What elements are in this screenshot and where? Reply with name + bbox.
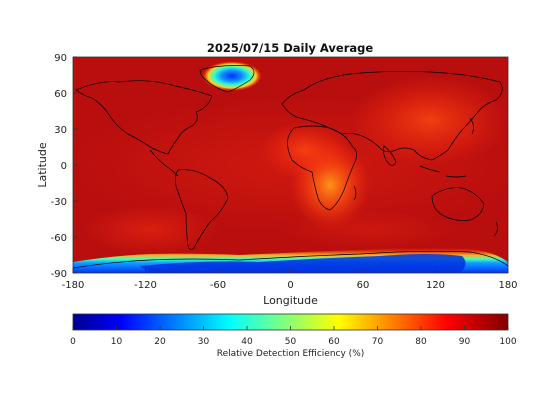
efficiency-field: [73, 57, 508, 273]
x-tick-label: -120: [134, 280, 157, 291]
y-tick-label: 0: [61, 161, 67, 172]
colorbar-tick-label: 40: [241, 337, 253, 347]
colorbar-tick-label: 0: [70, 337, 76, 347]
colorbar: 0 10 20 30 40 50 60 70 80 90 100 Relativ…: [70, 313, 517, 359]
coastline-north-america: [75, 80, 213, 155]
coastlines: [73, 65, 508, 269]
y-axis: 90 60 30 0 -30 -60 -90: [51, 53, 77, 280]
x-axis: -180 -120 -60 0 60 120 180: [62, 269, 518, 291]
coastline-south-america: [174, 169, 229, 250]
y-tick-label: 60: [54, 89, 67, 100]
colorbar-tick-label: 30: [198, 337, 210, 347]
colorbar-tick-label: 60: [328, 337, 340, 347]
map-title: 2025/07/15 Daily Average: [207, 41, 374, 55]
x-axis-label: Longitude: [263, 294, 318, 307]
colorbar-label: Relative Detection Efficiency (%): [217, 349, 365, 359]
colorbar-tick-label: 80: [415, 337, 427, 347]
y-tick-label: -60: [51, 233, 67, 244]
x-tick-label: -180: [62, 280, 85, 291]
colorbar-tick-label: 100: [499, 337, 516, 347]
x-tick-label: -60: [210, 280, 226, 291]
y-tick-label: 90: [54, 53, 67, 64]
y-tick-label: -90: [51, 269, 67, 280]
x-tick-label: 180: [498, 280, 517, 291]
y-tick-label: 30: [54, 125, 67, 136]
colorbar-tick-label: 90: [459, 337, 471, 347]
colorbar-tick-label: 50: [285, 337, 297, 347]
coastline-australia: [431, 187, 485, 221]
colorbar-tick-label: 20: [154, 337, 166, 347]
y-tick-label: -30: [51, 197, 67, 208]
x-tick-label: 60: [357, 280, 370, 291]
colorbar-tick-label: 10: [111, 337, 123, 347]
x-tick-label: 120: [426, 280, 445, 291]
colorbar-tick-label: 70: [372, 337, 384, 347]
y-axis-label: Latitude: [36, 142, 49, 188]
coastline-greenland: [199, 65, 255, 93]
coastline-africa: [287, 125, 357, 211]
coastline-antarctica: [73, 250, 508, 269]
x-tick-label: 0: [287, 280, 293, 291]
